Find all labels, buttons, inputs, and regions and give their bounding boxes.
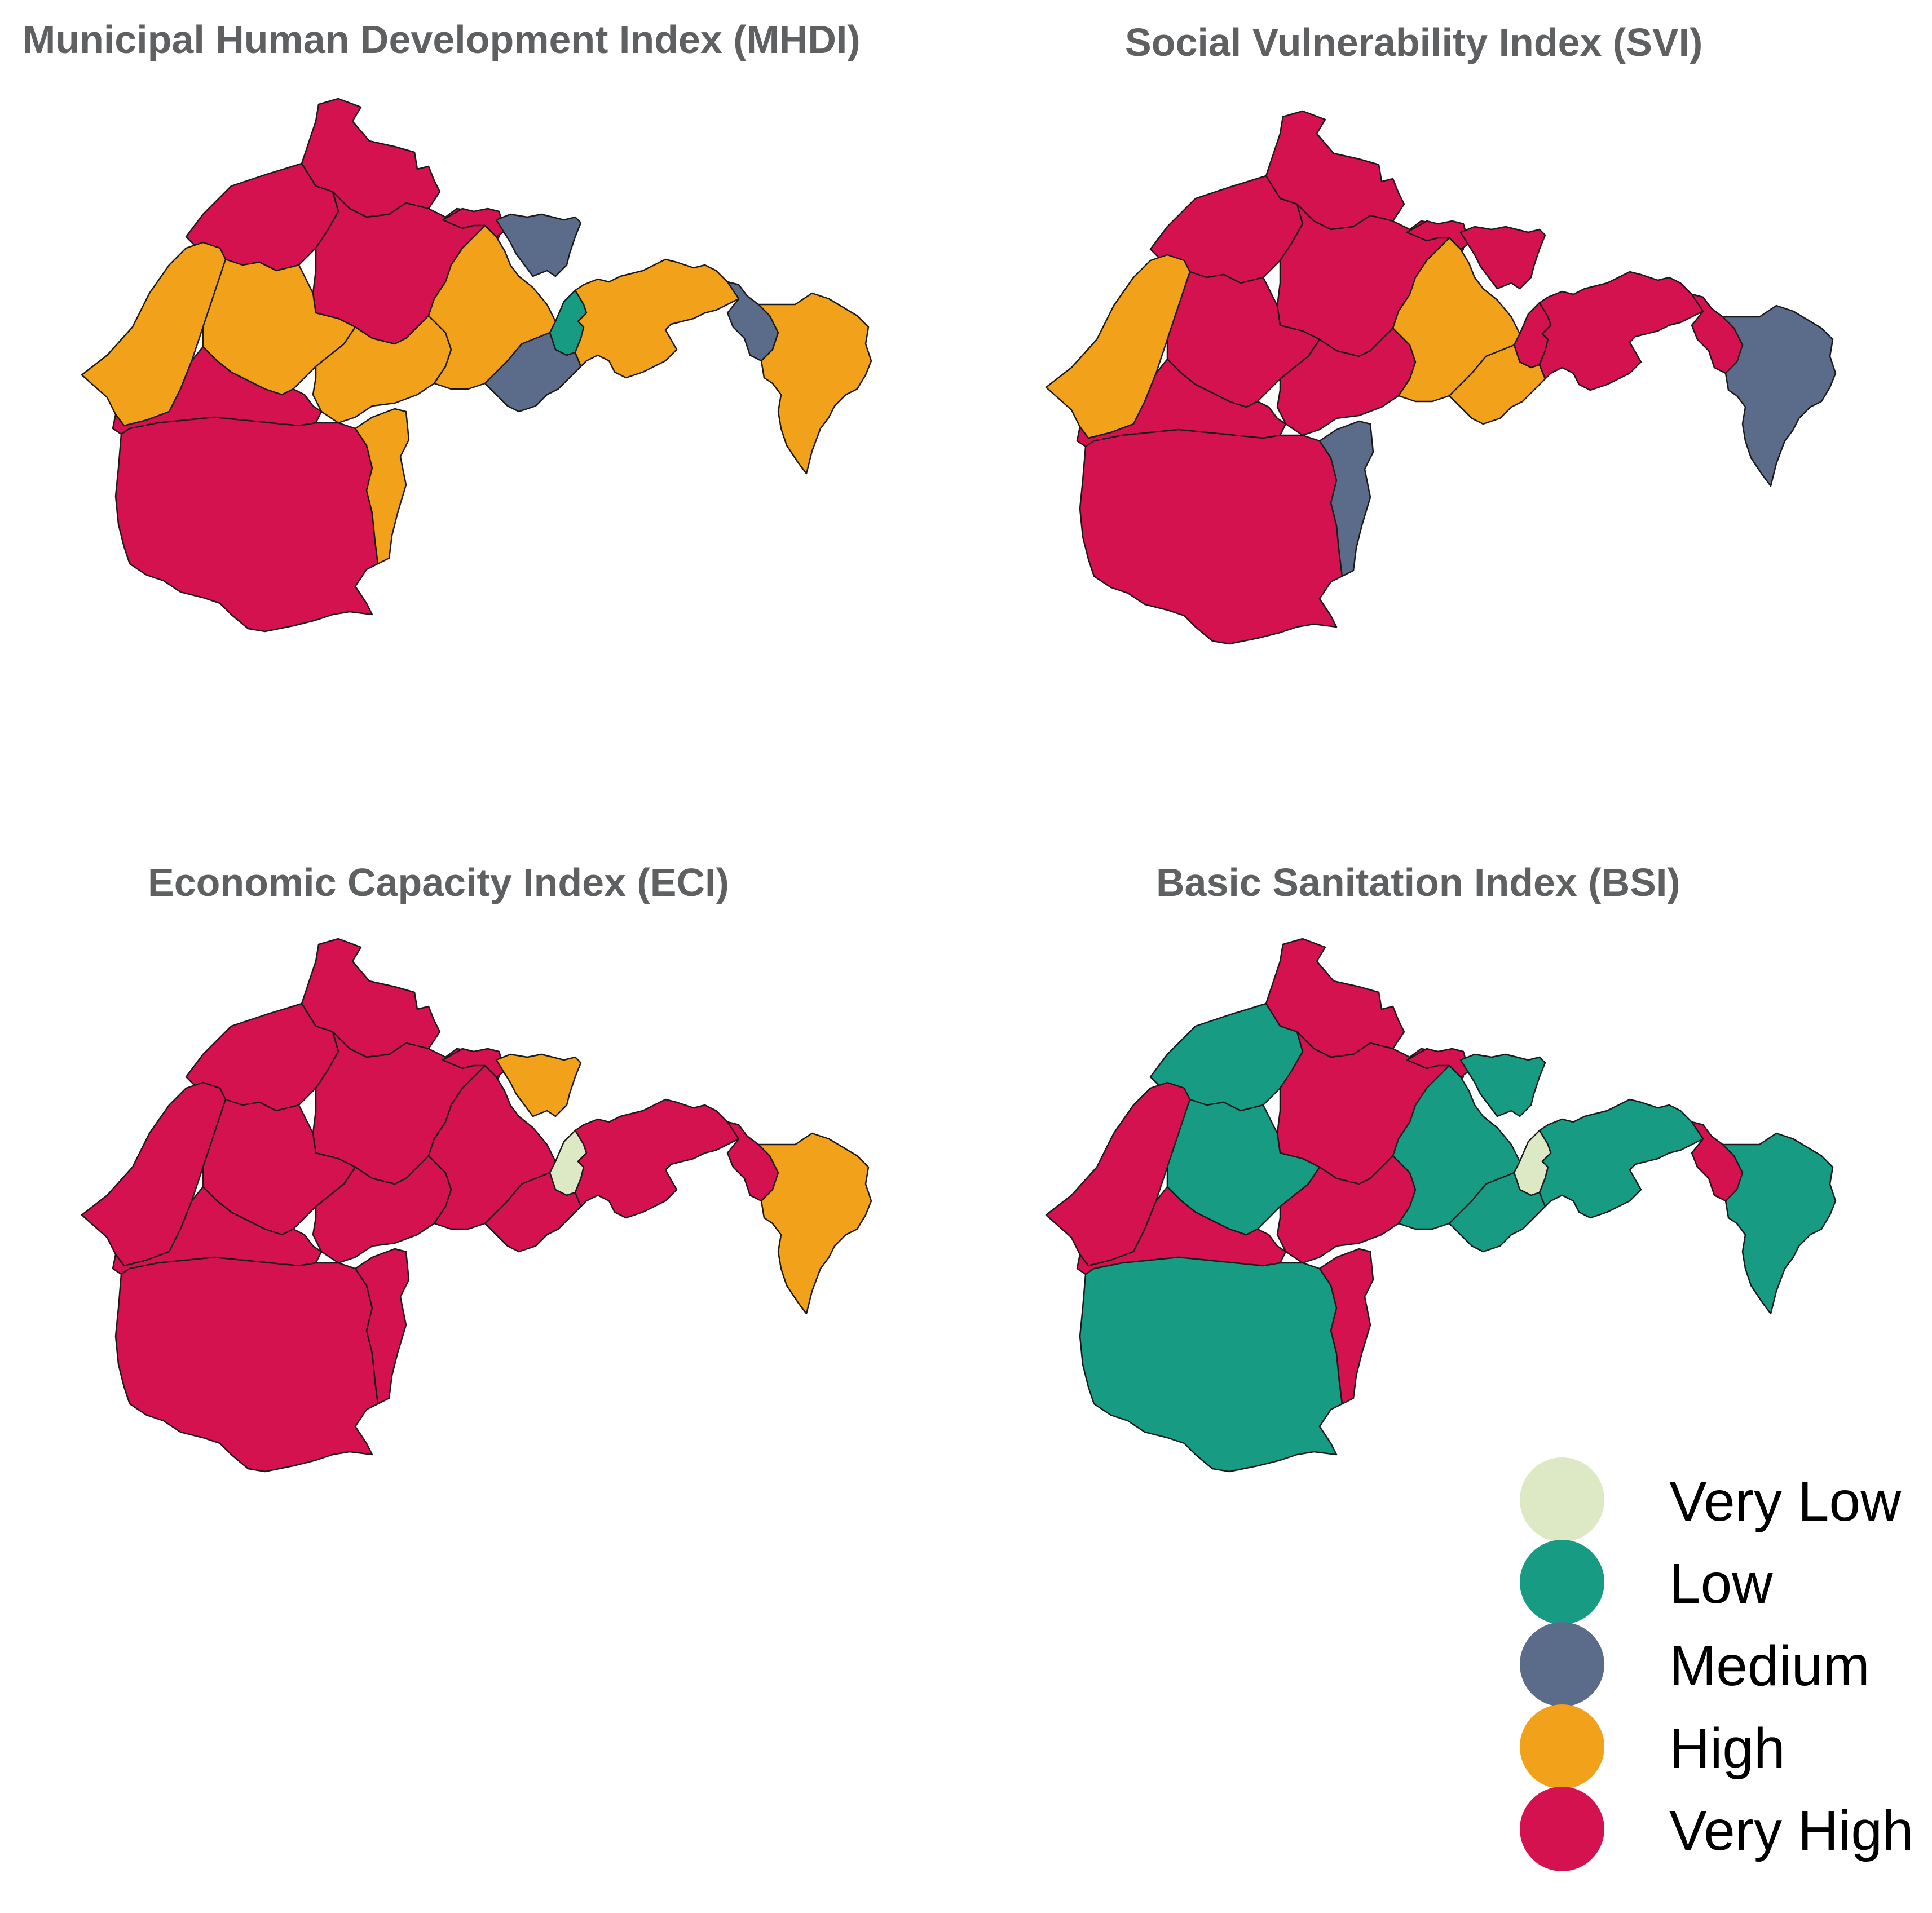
- map-region-east-coast: [574, 1098, 740, 1219]
- legend-item: Low: [1520, 1540, 1923, 1624]
- map-region-far-east: [1722, 1132, 1837, 1315]
- map-region-east-coast: [1538, 271, 1704, 391]
- legend-swatch-high: [1520, 1704, 1604, 1789]
- map-region-urban-south: [1448, 1172, 1546, 1253]
- map-region-urban-south: [484, 1172, 582, 1253]
- legend: Very Low Low Medium High Very High: [1520, 1457, 1923, 1871]
- map-region-gap-region: [1459, 226, 1546, 290]
- map-svi: [1045, 110, 1837, 645]
- map-region-south-east-strip: [354, 408, 410, 565]
- legend-label: Very Low: [1669, 1470, 1902, 1533]
- legend-swatch-medium: [1520, 1622, 1604, 1707]
- legend-item: Very Low: [1520, 1457, 1923, 1542]
- legend-label: Low: [1669, 1552, 1773, 1615]
- legend-item: High: [1520, 1704, 1923, 1789]
- map-title-bsi: Basic Sanitation Index (BSI): [1156, 860, 1680, 904]
- map-region-east-coast: [1538, 1098, 1704, 1219]
- map-region-urban-south: [1448, 344, 1546, 425]
- map-title-eci: Economic Capacity Index (ECI): [148, 860, 729, 904]
- map-region-south-east-strip: [1318, 1248, 1374, 1405]
- legend-item: Very High: [1520, 1787, 1923, 1871]
- map-region-south-main: [1079, 1256, 1343, 1473]
- map-eci: [81, 938, 872, 1473]
- map-mhdi: [81, 98, 872, 633]
- legend-label: Medium: [1669, 1634, 1870, 1698]
- map-region-gap-region: [1459, 1053, 1546, 1117]
- map-region-far-east: [757, 292, 872, 475]
- map-region-far-east-small: [1691, 1121, 1744, 1202]
- map-region-far-east: [757, 1132, 872, 1315]
- map-region-south-main: [1079, 428, 1343, 645]
- legend-label: High: [1669, 1717, 1785, 1780]
- map-region-far-east-small: [726, 1121, 779, 1202]
- legend-item: Medium: [1520, 1622, 1923, 1707]
- map-region-south-main: [114, 1256, 379, 1473]
- map-region-east-coast: [574, 258, 740, 379]
- map-region-far-east-small: [1691, 293, 1744, 374]
- legend-label: Very High: [1669, 1799, 1914, 1862]
- map-title-svi: Social Vulnerability Index (SVI): [1125, 20, 1703, 64]
- map-bsi: [1045, 938, 1837, 1473]
- legend-swatch-low: [1520, 1540, 1604, 1624]
- map-region-south-east-strip: [354, 1248, 410, 1405]
- legend-swatch-very-low: [1520, 1457, 1604, 1542]
- map-region-south-east-strip: [1318, 420, 1374, 577]
- map-region-far-east: [1722, 304, 1837, 487]
- map-region-far-east-small: [726, 281, 779, 362]
- map-region-gap-region: [495, 213, 582, 277]
- map-region-urban-south: [484, 332, 582, 413]
- map-region-south-main: [114, 416, 379, 633]
- legend-swatch-very-high: [1520, 1787, 1604, 1871]
- map-title-mhdi: Municipal Human Development Index (MHDI): [23, 17, 861, 61]
- map-region-gap-region: [495, 1053, 582, 1117]
